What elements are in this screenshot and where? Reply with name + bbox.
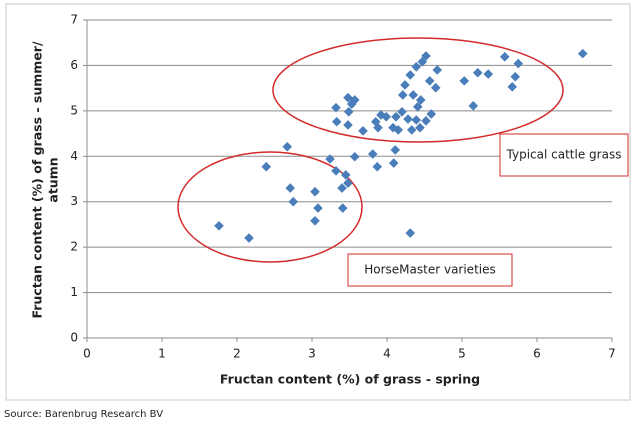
point — [393, 125, 404, 135]
annotation-box — [499, 133, 629, 177]
point — [310, 186, 320, 197]
point — [310, 215, 320, 226]
x-tick-label: 1 — [158, 347, 166, 361]
point — [415, 95, 426, 105]
point — [337, 203, 348, 213]
point — [367, 149, 378, 159]
y-axis-label: Fructan content (%) of grass - summer/ a… — [30, 41, 61, 318]
horse-ellipse — [177, 151, 363, 263]
y-tick-label: 5 — [70, 103, 78, 117]
point — [358, 126, 368, 136]
point — [405, 228, 416, 238]
point — [340, 170, 351, 180]
point — [421, 116, 431, 126]
point — [285, 183, 296, 193]
point — [343, 106, 354, 117]
annotation-box — [347, 253, 513, 287]
y-tick-label: 0 — [70, 331, 78, 345]
point — [381, 111, 392, 122]
point — [388, 122, 398, 133]
y-axis-label-line: Fructan content (%) of grass - summer/ — [30, 41, 45, 318]
point — [244, 233, 254, 243]
x-tick-label: 3 — [308, 347, 316, 361]
source: Source: Barenbrug Research BV — [4, 409, 163, 420]
point — [400, 80, 410, 90]
point — [388, 158, 399, 168]
point — [406, 125, 417, 135]
point — [282, 141, 293, 152]
point — [507, 81, 518, 92]
point — [261, 161, 272, 172]
point — [331, 116, 342, 127]
point — [426, 109, 437, 119]
point — [390, 145, 401, 155]
y-tick-label: 7 — [70, 13, 78, 27]
point — [513, 58, 524, 69]
x-tick-label: 4 — [383, 347, 391, 361]
x-tick-label: 7 — [608, 347, 616, 361]
x-axis-label: Fructan content (%) of grass - spring — [220, 372, 480, 387]
point — [288, 196, 299, 207]
point — [405, 70, 416, 80]
y-tick-label: 2 — [70, 240, 78, 254]
point — [349, 151, 360, 162]
x-tick-label: 6 — [533, 347, 541, 361]
point — [337, 183, 347, 193]
point — [343, 178, 353, 188]
point — [468, 101, 479, 111]
y-axis-label-line: atumn — [46, 157, 61, 202]
point — [313, 203, 323, 213]
y-tick-label: 6 — [70, 58, 78, 72]
point — [499, 51, 510, 62]
point — [472, 67, 483, 78]
point — [411, 61, 422, 72]
cattle-ellipse — [272, 37, 564, 143]
point — [397, 90, 408, 100]
point — [430, 82, 441, 93]
point — [577, 48, 588, 59]
point — [331, 166, 341, 176]
point — [459, 76, 470, 86]
point — [214, 220, 224, 231]
point — [325, 154, 335, 164]
x-tick-label: 0 — [83, 347, 91, 361]
x-tick-label: 5 — [458, 347, 466, 361]
point — [403, 114, 413, 124]
y-tick-label: 3 — [70, 194, 78, 208]
point — [421, 51, 431, 61]
point — [391, 111, 401, 122]
point — [483, 69, 494, 79]
y-tick-label: 1 — [70, 285, 78, 299]
annotation: HorseMaster varieties — [364, 263, 496, 277]
point — [411, 115, 422, 125]
point — [510, 71, 521, 82]
point — [417, 56, 428, 67]
point — [415, 122, 425, 133]
point — [408, 90, 419, 100]
point — [343, 120, 353, 130]
point — [373, 122, 383, 133]
annotation: Typical cattle grass — [506, 148, 622, 162]
x-tick-label: 2 — [233, 347, 241, 361]
y-tick-label: 4 — [70, 149, 78, 163]
point — [432, 65, 443, 75]
point — [349, 95, 360, 105]
point — [412, 101, 423, 112]
point — [372, 161, 383, 172]
point — [331, 102, 341, 113]
point — [424, 76, 435, 86]
point — [397, 106, 407, 117]
